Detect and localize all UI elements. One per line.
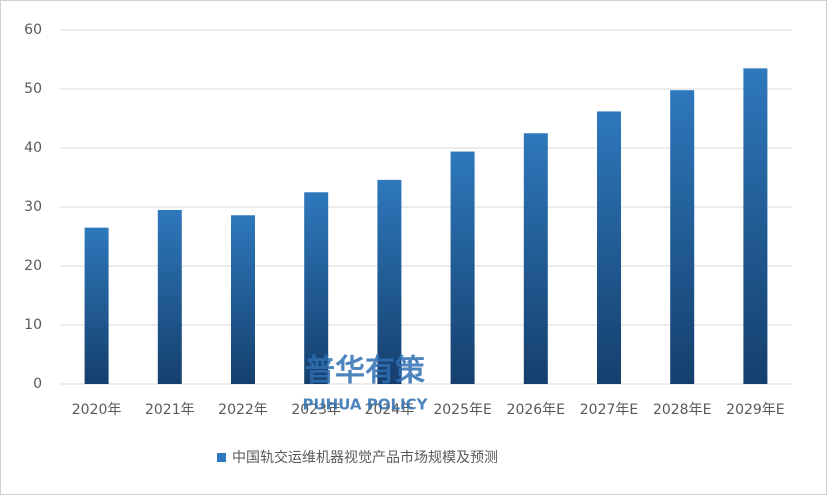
x-tick-label: 2023年 bbox=[291, 402, 341, 418]
bar bbox=[157, 209, 182, 384]
x-tick-label: 2026年E bbox=[507, 402, 565, 418]
bar bbox=[84, 227, 109, 384]
y-tick-label: 10 bbox=[24, 317, 42, 333]
y-tick-label: 60 bbox=[24, 22, 42, 38]
bar bbox=[377, 179, 402, 384]
watermark-subtitle: PUHUA POLICY bbox=[302, 396, 428, 414]
x-tick-label: 2028年E bbox=[653, 402, 711, 418]
x-tick-label: 2027年E bbox=[580, 402, 638, 418]
y-tick-label: 50 bbox=[24, 81, 42, 97]
x-tick-label: 2025年E bbox=[433, 402, 491, 418]
y-tick-label: 20 bbox=[24, 258, 42, 274]
bar bbox=[743, 68, 768, 384]
y-tick-label: 30 bbox=[24, 199, 42, 215]
bar bbox=[670, 90, 695, 385]
legend-swatch bbox=[217, 453, 226, 462]
bar bbox=[523, 133, 548, 384]
x-tick-label: 2021年 bbox=[145, 402, 195, 418]
x-tick-label: 2020年 bbox=[72, 402, 122, 418]
bar bbox=[450, 151, 475, 384]
bar bbox=[304, 192, 329, 384]
bar bbox=[231, 215, 255, 384]
x-tick-label: 2024年 bbox=[365, 402, 415, 418]
x-tick-label: 2022年 bbox=[218, 402, 268, 418]
y-tick-label: 40 bbox=[24, 140, 42, 156]
y-tick-label: 0 bbox=[33, 376, 42, 392]
legend-label: 中国轨交运维机器视觉产品市场规模及预测 bbox=[232, 449, 498, 466]
x-tick-label: 2029年E bbox=[726, 402, 784, 418]
watermark-title: 普华有策 bbox=[305, 354, 425, 389]
bar bbox=[597, 111, 621, 385]
